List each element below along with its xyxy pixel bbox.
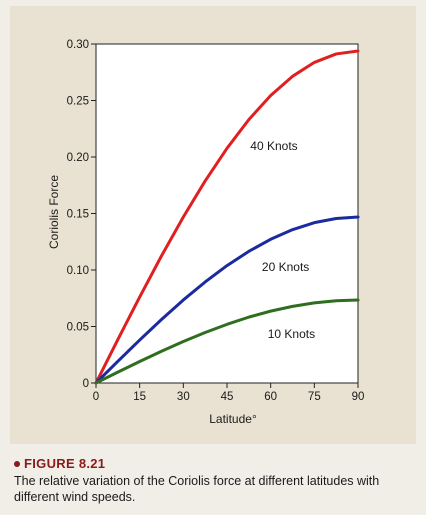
x-axis-label: Latitude° [209,412,257,426]
figure-number: FIGURE 8.21 [14,456,416,471]
series-label: 10 Knots [268,327,315,341]
series-label: 40 Knots [250,139,297,153]
coriolis-chart: 00.050.100.150.200.250.30 0 15 30 45 60 75 90 … [47,39,365,426]
plot-frame [95,43,359,384]
y-tick-label: 0.25 [67,96,89,108]
figure-caption: FIGURE 8.21 The relative variation of th… [14,456,416,505]
series-line-10-knots [94,298,360,385]
caption-text: The relative variation of the Coriolis f… [14,474,380,504]
x-tick-label: 75 [308,391,321,403]
x-tick-label: 0 [93,391,99,403]
y-tick-label: 0.05 [67,322,89,334]
series-line-40-knots [94,49,360,385]
x-tick-label: 90 [352,391,365,403]
figure-number-text: FIGURE 8.21 [24,456,106,471]
x-tick-label: 60 [264,391,277,403]
y-tick-label: 0.10 [67,265,89,277]
y-axis-label: Coriolis Force [47,175,61,249]
series-label: 20 Knots [262,260,309,274]
y-tick-label: 0.30 [67,39,89,51]
y-tick-label: 0.15 [67,209,89,221]
x-tick-label: 15 [133,391,146,403]
x-axis-ticks: 0 15 30 45 60 75 90 [93,383,365,403]
plot-area [95,43,359,384]
series-lines [94,49,360,385]
y-tick-label: 0 [83,378,89,390]
x-tick-label: 45 [221,391,234,403]
bullet-icon [14,460,20,467]
y-axis-ticks: 0 0.05 0.10 0.15 0.20 0.25 0.30 [67,39,96,390]
series-line-20-knots [94,215,360,385]
y-tick-label: 0.20 [67,152,89,164]
x-tick-label: 30 [177,391,190,403]
series-labels: 40 Knots 20 Knots 10 Knots [250,139,315,341]
